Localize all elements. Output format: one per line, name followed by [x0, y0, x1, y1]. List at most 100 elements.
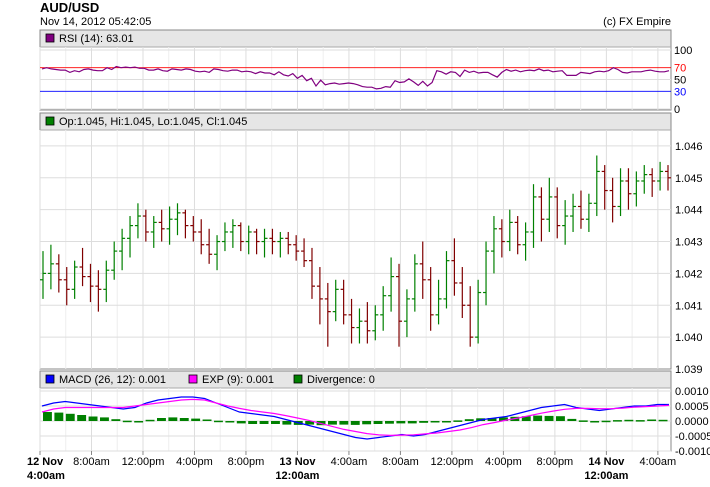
divergence-bar [282, 421, 292, 425]
ohlc-bar [103, 260, 110, 303]
divergence-bar [590, 421, 600, 423]
ohlc-bar [577, 190, 584, 229]
rsi-threshold-label: 30 [674, 86, 686, 98]
chart-title: AUD/USD [40, 0, 100, 15]
ohlc-bar [396, 263, 403, 347]
time-label: 8:00pm [537, 456, 574, 468]
divergence-bar [259, 421, 269, 424]
ohlc-bar [372, 305, 379, 341]
divergence-bar [658, 419, 668, 422]
rsi-legend: RSI (14): 63.01 [59, 33, 134, 45]
ohlc-bar [277, 231, 284, 258]
divergence-bar [430, 421, 440, 423]
divergence-bar [567, 418, 577, 421]
divergence-bar [556, 416, 565, 421]
time-label: 14 Nov [588, 456, 625, 468]
chart-datetime: Nov 14, 2012 05:42:05 [40, 16, 152, 28]
time-label: 13 Nov [279, 456, 316, 468]
time-axis [39, 451, 659, 455]
time-label: 4:00am [331, 456, 368, 468]
ohlc-bar [459, 267, 466, 319]
divergence-bar [328, 421, 337, 425]
exp-legend-swatch [188, 374, 198, 384]
ohlc-bar [601, 165, 608, 210]
ohlc-bar [95, 270, 102, 312]
divergence-bar [487, 418, 497, 421]
ohlc-bar [506, 209, 513, 252]
ohlc-bar [585, 193, 592, 232]
time-label: 12 Nov [27, 456, 64, 468]
ohlc-bar [47, 244, 54, 290]
time-label: 8:00am [382, 456, 419, 468]
time-label: 8:00pm [228, 456, 265, 468]
divergence-bar [373, 421, 383, 424]
macd-tick-label: 0.0000 [675, 416, 709, 428]
ohlc-bar [40, 251, 46, 299]
macd-tick-label: -0.0010 [675, 446, 710, 458]
ohlc-bar [514, 216, 521, 255]
ohlc-bar [182, 209, 189, 239]
ohlc-bar [150, 216, 157, 248]
ohlc-bar [356, 308, 363, 344]
ohlc-bar [166, 206, 173, 245]
divergence-bar [225, 421, 235, 423]
divergence-bar [214, 420, 223, 423]
divergence-bar [544, 415, 554, 421]
ohlc-bar [293, 235, 300, 261]
ohlc-bar [388, 257, 395, 312]
divergence-bar [362, 421, 372, 425]
divergence-bar [111, 419, 121, 421]
ohlc-bar [467, 286, 474, 347]
divergence-legend-swatch [293, 374, 303, 384]
rsi-threshold-label: 70 [674, 63, 686, 75]
divergence-bar [43, 412, 52, 421]
price-tick-label: 1.042 [675, 268, 703, 280]
ohlc-bar [530, 184, 537, 248]
divergence-bar [521, 416, 531, 421]
divergence-bar [624, 419, 634, 422]
time-label: 12:00pm [122, 456, 165, 468]
ohlc-bar [198, 219, 205, 255]
divergence-bar [65, 413, 75, 421]
ohlc-bar [340, 279, 347, 325]
ohlc-bar [411, 254, 418, 312]
ohlc-bar [229, 219, 236, 248]
time-label-secondary: 12:00am [584, 470, 628, 482]
ohlc-bar [649, 168, 656, 197]
divergence-bar [305, 421, 315, 425]
ohlc-bar [261, 228, 268, 258]
ohlc-bar [134, 203, 141, 239]
ohlc-bar [348, 298, 355, 344]
ohlc-bar [435, 279, 442, 325]
ohlc-bar [111, 241, 118, 280]
panel-legend-bar-0 [40, 30, 671, 47]
divergence-bar [271, 421, 280, 424]
time-label: 4:00pm [485, 456, 522, 468]
panel-grid-1 [39, 130, 659, 369]
divergence-bar [54, 412, 64, 421]
divergence-bar [236, 421, 246, 424]
ohlc-bar [665, 165, 671, 191]
divergence-bar [202, 419, 212, 421]
ohlc-bar [221, 222, 228, 252]
ohlc-bar [633, 171, 640, 207]
price-tick-label: 1.041 [675, 300, 703, 312]
ohlc-bar [127, 216, 134, 258]
ohlc-bar [475, 279, 482, 344]
ohlc-bar [554, 187, 561, 239]
rsi-tick-label: 100 [674, 45, 692, 57]
ohlc-bar [71, 260, 78, 299]
divergence-bar [442, 421, 451, 423]
ohlc-bar [324, 282, 331, 347]
copyright-text: (c) FX Empire [603, 16, 671, 28]
ohlc-bar [174, 203, 181, 236]
price-tick-label: 1.039 [675, 364, 703, 376]
divergence-bar [533, 415, 543, 421]
price-tick-label: 1.043 [675, 237, 703, 249]
divergence-bar [191, 418, 201, 421]
ohlc-bar [538, 187, 545, 242]
panel-grid-0 [39, 47, 659, 110]
divergence-bar [339, 421, 349, 425]
price-tick-label: 1.045 [675, 173, 703, 185]
